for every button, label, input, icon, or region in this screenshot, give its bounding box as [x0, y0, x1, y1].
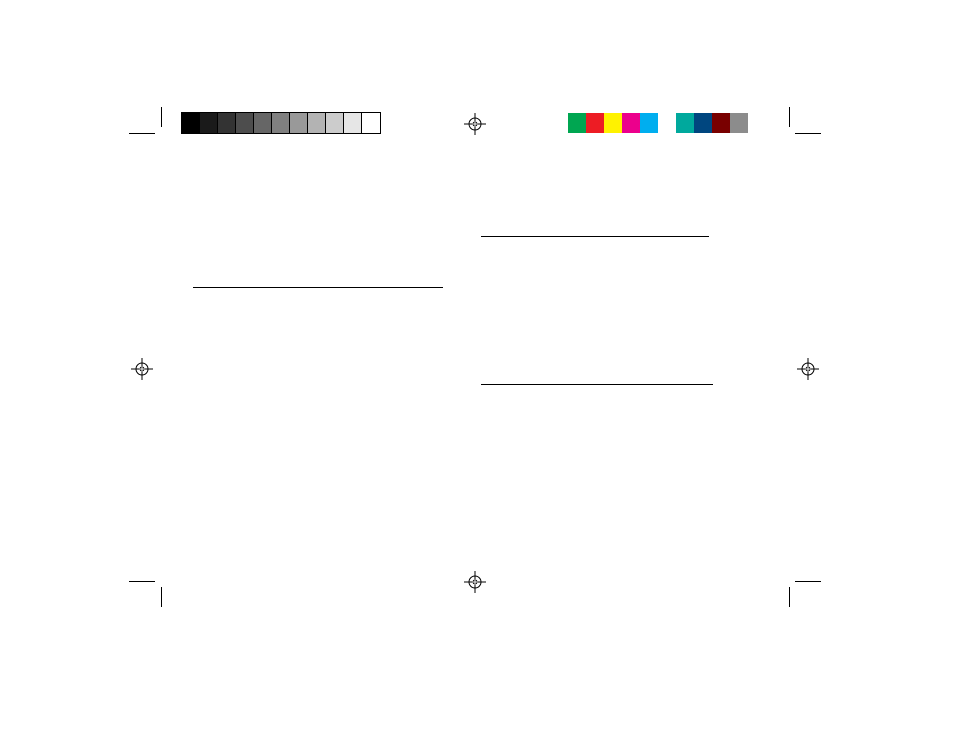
registration-mark-left-middle — [131, 358, 153, 380]
grayscale-swatch — [272, 113, 290, 133]
grayscale-swatch-strip — [182, 113, 380, 133]
color-swatch — [622, 113, 640, 133]
color-swatch — [712, 113, 730, 133]
color-swatch — [694, 113, 712, 133]
crop-mark-top-right-v — [789, 107, 790, 127]
color-swatch — [730, 113, 748, 133]
rule-3 — [481, 384, 713, 385]
registration-mark-right-middle — [797, 358, 819, 380]
crop-mark-top-left-h — [129, 133, 155, 134]
crop-mark-bottom-left-v — [161, 587, 162, 607]
color-swatch — [586, 113, 604, 133]
color-swatch-strip — [568, 113, 748, 133]
color-swatch — [676, 113, 694, 133]
grayscale-swatch — [308, 113, 326, 133]
color-swatch — [568, 113, 586, 133]
grayscale-swatch — [236, 113, 254, 133]
grayscale-swatch — [200, 113, 218, 133]
crop-mark-bottom-left-h — [129, 581, 155, 582]
color-swatch — [640, 113, 658, 133]
crop-mark-bottom-right-v — [789, 587, 790, 607]
registration-mark-bottom-center — [464, 571, 486, 593]
grayscale-swatch — [290, 113, 308, 133]
grayscale-swatch — [182, 113, 200, 133]
grayscale-swatch — [326, 113, 344, 133]
crop-mark-top-right-h — [795, 133, 821, 134]
crop-mark-bottom-right-h — [795, 581, 821, 582]
rule-1 — [193, 287, 443, 288]
grayscale-swatch — [362, 113, 380, 133]
color-swatch — [658, 113, 676, 133]
color-swatch — [604, 113, 622, 133]
grayscale-swatch — [218, 113, 236, 133]
registration-mark-top-center — [464, 113, 486, 135]
rule-2 — [481, 236, 709, 237]
crop-mark-top-left-v — [161, 107, 162, 127]
grayscale-swatch — [254, 113, 272, 133]
grayscale-swatch — [344, 113, 362, 133]
